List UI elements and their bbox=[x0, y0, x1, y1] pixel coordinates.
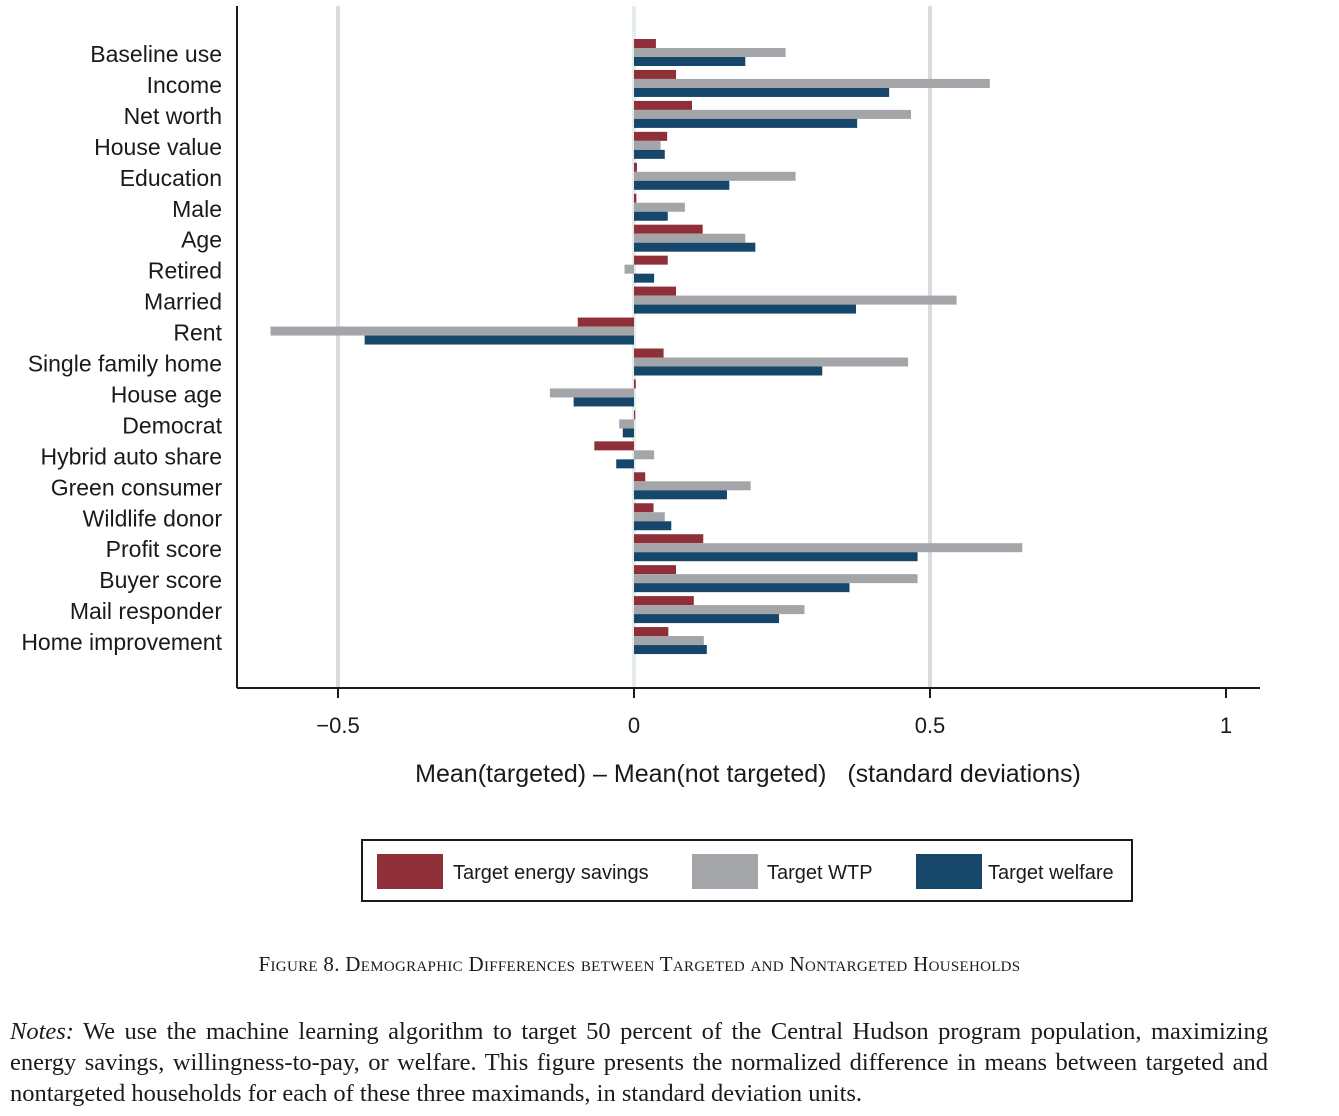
legend-label-3: Target welfare bbox=[988, 862, 1114, 884]
bar-3-2 bbox=[634, 88, 889, 97]
figure-notes: Notes: We use the machine learning algor… bbox=[10, 1016, 1268, 1109]
bar-1-13 bbox=[634, 410, 635, 419]
bar-1-10 bbox=[578, 318, 634, 327]
bar-1-3 bbox=[634, 101, 692, 110]
bar-2-7 bbox=[634, 234, 745, 243]
bar-3-5 bbox=[634, 181, 729, 190]
bar-2-20 bbox=[634, 636, 704, 645]
bar-3-6 bbox=[634, 212, 668, 221]
legend: Target energy savings Target WTP Target we… bbox=[362, 840, 1132, 901]
bar-1-1 bbox=[634, 39, 656, 48]
bar-2-14 bbox=[634, 450, 654, 459]
x-axis-title: Mean(targeted) – Mean(not targeted) (sta… bbox=[415, 760, 1081, 788]
bar-3-14 bbox=[616, 459, 634, 468]
bar-2-3 bbox=[634, 110, 911, 119]
category-label: Hybrid auto share bbox=[40, 443, 222, 469]
bar-3-17 bbox=[634, 552, 918, 561]
bar-1-11 bbox=[634, 349, 664, 358]
bar-1-17 bbox=[634, 534, 703, 543]
legend-swatch-1 bbox=[377, 854, 443, 889]
bar-2-12 bbox=[550, 388, 634, 397]
x-tick-label: 1 bbox=[1220, 713, 1232, 738]
category-label: House age bbox=[111, 381, 222, 407]
bar-3-4 bbox=[634, 150, 665, 159]
bar-1-19 bbox=[634, 596, 694, 605]
notes-text: We use the machine learning algorithm to… bbox=[10, 1018, 1268, 1107]
bar-3-18 bbox=[634, 583, 849, 592]
bar-3-12 bbox=[574, 397, 634, 406]
bar-3-19 bbox=[634, 614, 779, 623]
bar-3-13 bbox=[623, 428, 634, 437]
category-label: Single family home bbox=[28, 351, 222, 377]
category-label: Buyer score bbox=[99, 567, 222, 593]
category-label: Rent bbox=[173, 320, 222, 346]
figure-caption: Figure 8. Demographic Differences betwee… bbox=[0, 952, 1279, 977]
bar-2-11 bbox=[634, 358, 908, 367]
category-label: Democrat bbox=[122, 412, 222, 438]
legend-label-2: Target WTP bbox=[767, 862, 873, 884]
bar-2-10 bbox=[271, 327, 634, 336]
bar-2-15 bbox=[634, 481, 751, 490]
legend-label-1: Target energy savings bbox=[453, 862, 649, 884]
bar-3-20 bbox=[634, 645, 707, 654]
legend-swatch-3 bbox=[916, 854, 982, 889]
bar-1-18 bbox=[634, 565, 676, 574]
bar-3-15 bbox=[634, 490, 727, 499]
bar-3-16 bbox=[634, 521, 671, 530]
category-label: Profit score bbox=[106, 536, 222, 562]
bar-2-2 bbox=[634, 79, 990, 88]
bar-1-20 bbox=[634, 627, 668, 636]
category-label: House value bbox=[94, 134, 222, 160]
bar-2-6 bbox=[634, 203, 685, 212]
bar-2-8 bbox=[625, 265, 634, 274]
bar-3-8 bbox=[634, 274, 654, 283]
category-labels: Baseline use Income Net worth House value Ed… bbox=[21, 41, 222, 655]
category-label: Male bbox=[172, 196, 222, 222]
bar-1-16 bbox=[634, 503, 654, 512]
category-label: Education bbox=[120, 165, 222, 191]
bar-1-8 bbox=[634, 256, 668, 265]
category-label: Income bbox=[147, 72, 222, 98]
notes-lead: Notes: bbox=[10, 1018, 74, 1045]
bar-1-2 bbox=[634, 70, 676, 79]
bar-2-18 bbox=[634, 574, 918, 583]
bar-chart: Baseline use Income Net worth House value Ed… bbox=[0, 0, 1339, 930]
bar-1-5 bbox=[634, 163, 637, 172]
bar-1-4 bbox=[634, 132, 667, 141]
bar-1-9 bbox=[634, 287, 676, 296]
bar-3-1 bbox=[634, 57, 745, 66]
x-tick-label: −0.5 bbox=[316, 713, 359, 738]
bar-1-15 bbox=[634, 472, 645, 481]
bar-1-12 bbox=[634, 379, 636, 388]
bar-3-11 bbox=[634, 367, 822, 376]
bar-1-14 bbox=[594, 441, 634, 450]
bar-2-9 bbox=[634, 296, 957, 305]
bar-2-1 bbox=[634, 48, 786, 57]
category-label: Wildlife donor bbox=[83, 505, 223, 531]
category-label: Baseline use bbox=[90, 41, 222, 67]
bar-3-7 bbox=[634, 243, 755, 252]
bar-2-19 bbox=[634, 605, 804, 614]
bar-3-10 bbox=[365, 336, 634, 345]
category-label: Green consumer bbox=[51, 474, 223, 500]
category-label: Age bbox=[181, 227, 222, 253]
category-label: Home improvement bbox=[21, 629, 222, 655]
legend-swatch-2 bbox=[692, 854, 758, 889]
x-tick-label: 0 bbox=[628, 713, 640, 738]
bars bbox=[271, 39, 1023, 654]
category-label: Married bbox=[144, 289, 222, 315]
bar-3-9 bbox=[634, 305, 856, 314]
category-label: Net worth bbox=[124, 103, 222, 129]
bar-1-7 bbox=[634, 225, 703, 234]
bar-2-17 bbox=[634, 543, 1022, 552]
bar-2-4 bbox=[634, 141, 661, 150]
bar-2-5 bbox=[634, 172, 796, 181]
bar-1-6 bbox=[634, 194, 636, 203]
bar-2-16 bbox=[634, 512, 665, 521]
category-label: Mail responder bbox=[70, 598, 222, 624]
bar-2-13 bbox=[619, 419, 634, 428]
bar-3-3 bbox=[634, 119, 857, 128]
x-tick-label: 0.5 bbox=[915, 713, 946, 738]
category-label: Retired bbox=[148, 258, 222, 284]
